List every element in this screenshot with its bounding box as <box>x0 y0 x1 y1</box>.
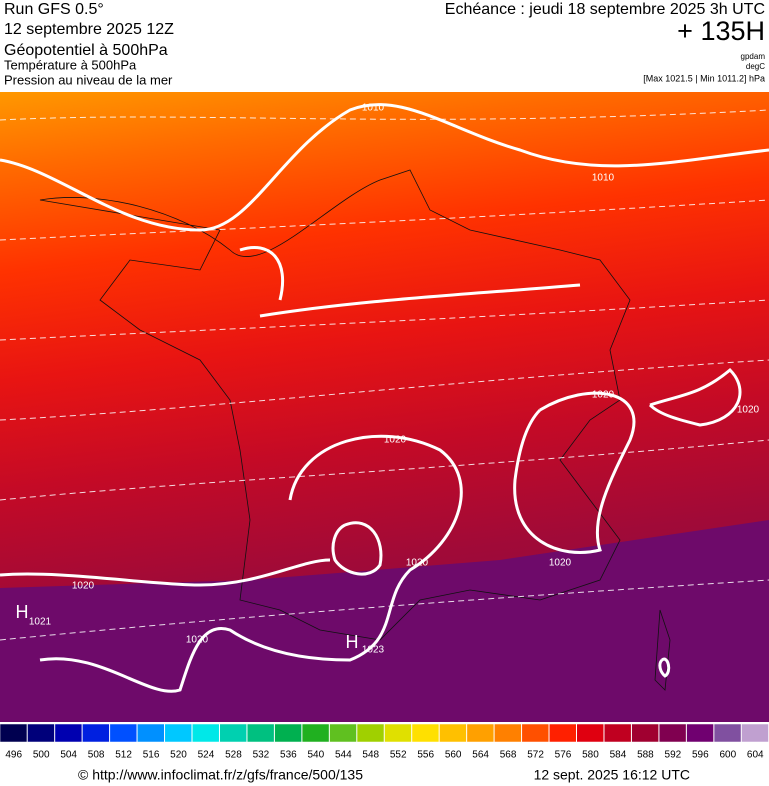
colorbar-box <box>356 723 385 743</box>
colorbar-label: 548 <box>362 750 379 761</box>
colorbar-label: 524 <box>198 750 215 761</box>
colorbar-box <box>603 723 632 743</box>
colorbar-box <box>494 723 522 743</box>
colorbar-box <box>466 723 495 743</box>
colorbar-box <box>219 723 247 743</box>
purple-zone <box>0 520 769 722</box>
colorbar-label: 568 <box>500 750 517 761</box>
map-label: H <box>346 632 359 652</box>
colorbar-label: 508 <box>88 750 105 761</box>
colorbar-label: 604 <box>747 750 764 761</box>
colorbar-box <box>411 723 440 743</box>
colorbar-box <box>27 723 55 743</box>
colorbar-box <box>246 723 275 743</box>
unit: degC <box>746 62 765 71</box>
run-date: 12 septembre 2025 12Z <box>4 21 174 38</box>
colorbar-label: 496 <box>5 750 22 761</box>
colorbar-box <box>301 723 330 743</box>
map-label: 1020 <box>384 435 407 446</box>
colorbar-label: 528 <box>225 750 242 761</box>
lead-time: + 135H <box>677 16 765 46</box>
colorbar-label: 572 <box>527 750 544 761</box>
colorbar-box <box>713 723 742 743</box>
colorbar-label: 520 <box>170 750 187 761</box>
colorbar-label: 536 <box>280 750 297 761</box>
map-label: H <box>16 602 29 622</box>
footer-stamp: 12 sept. 2025 16:12 UTC <box>534 767 690 783</box>
coastline <box>39 169 671 691</box>
colorbar-label: 592 <box>665 750 682 761</box>
colorbar: 496 500 504 508 512 516 520 524 528 532 536 540 544 5… <box>0 723 769 761</box>
colorbar-label: 556 <box>417 750 434 761</box>
colorbar-box <box>0 723 28 743</box>
colorbar-box <box>686 723 714 743</box>
colorbar-label: 504 <box>60 750 77 761</box>
colorbar-box <box>741 723 769 743</box>
colorbar-box <box>164 723 193 743</box>
colorbar-label: 544 <box>335 750 352 761</box>
colorbar-box <box>631 723 659 743</box>
colorbar-box <box>109 723 138 743</box>
colorbar-box <box>521 723 550 743</box>
colorbar-label: 576 <box>555 750 572 761</box>
field: Température à 500hPa <box>4 57 137 72</box>
map-label: 1021 <box>29 617 52 628</box>
colorbar-label: 560 <box>445 750 462 761</box>
echeance: Echéance : jeudi 18 septembre 2025 3h UT… <box>445 1 765 18</box>
colorbar-box <box>274 723 302 743</box>
colorbar-label: 512 <box>115 750 132 761</box>
map-label: 1020 <box>186 635 209 646</box>
colorbar-label: 516 <box>143 750 160 761</box>
map-label: 1010 <box>592 173 615 184</box>
map-label: 1020 <box>406 558 429 569</box>
isobars <box>0 103 769 693</box>
colorbar-box <box>54 723 83 743</box>
colorbar-box <box>329 723 357 743</box>
colorbar-box <box>658 723 687 743</box>
isotherms <box>0 109 769 641</box>
colorbar-label: 600 <box>719 750 736 761</box>
colorbar-label: 584 <box>610 750 627 761</box>
colorbar-box <box>439 723 467 743</box>
header: Run GFS 0.5° 12 septembre 2025 12Z Géopo… <box>4 1 765 87</box>
footer-url: © http://www.infoclimat.fr/z/gfs/france/… <box>78 767 363 783</box>
colorbar-box <box>192 723 220 743</box>
field: Pression au niveau de la mer <box>4 72 173 87</box>
map-label: 1023 <box>362 645 385 656</box>
colorbar-label: 580 <box>582 750 599 761</box>
colorbar-box <box>82 723 110 743</box>
colorbar-label: 540 <box>307 750 324 761</box>
colorbar-label: 552 <box>390 750 407 761</box>
field: Géopotentiel à 500hPa <box>4 42 168 59</box>
map-label: 1020 <box>592 390 615 401</box>
unit: gpdam <box>741 52 766 61</box>
map-label: 1020 <box>549 558 572 569</box>
colorbar-box <box>576 723 604 743</box>
colorbar-label: 564 <box>472 750 489 761</box>
map-label: 1010 <box>362 103 385 114</box>
colorbar-box <box>137 723 165 743</box>
colorbar-box <box>549 723 577 743</box>
colorbar-box <box>384 723 412 743</box>
run: Run GFS 0.5° <box>4 1 104 18</box>
map <box>0 92 769 722</box>
range: [Max 1021.5 | Min 1011.2] hPa <box>643 73 765 83</box>
colorbar-label: 588 <box>637 750 654 761</box>
map-label: 1020 <box>72 581 95 592</box>
colorbar-label: 596 <box>692 750 709 761</box>
colorbar-label: 532 <box>253 750 270 761</box>
map-label: 1020 <box>737 405 760 416</box>
colorbar-label: 500 <box>33 750 50 761</box>
